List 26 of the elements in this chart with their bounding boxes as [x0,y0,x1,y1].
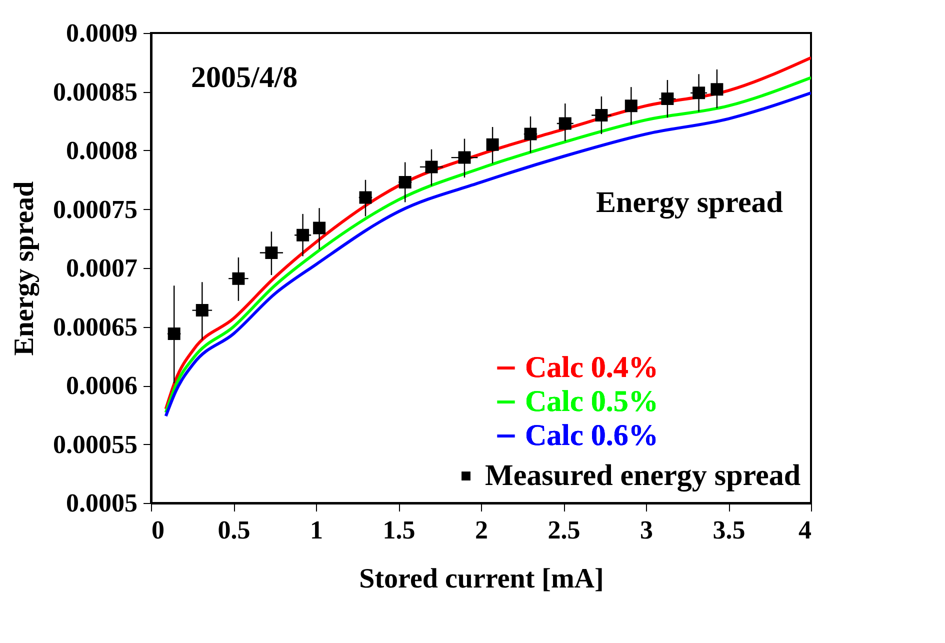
y-tick-label: 0.00065 [53,312,138,342]
legend-label: Calc 0.6% [525,419,658,452]
y-tick-label: 0.00075 [53,194,138,224]
y-tick-label: 0.0006 [66,371,138,400]
y-tick-label: 0.0007 [66,254,138,282]
x-tick-label: 1 [310,516,323,544]
y-tick-label: 0.0009 [66,18,138,48]
x-tick-label: 3 [640,516,653,544]
y-tick-label: 0.00085 [53,77,138,106]
x-tick-label: 0 [152,516,164,544]
x-tick-label: 2 [475,516,488,544]
legend-label: Calc 0.5% [525,385,658,418]
legend-label: Measured energy spread [485,459,801,492]
y-tick-label: 0.0008 [66,136,138,165]
annotation: Energy spread [596,186,784,219]
y-axis-title: Energy spread [9,180,40,356]
x-tick-label: 1.5 [382,516,416,544]
x-tick-label: 4 [798,516,812,544]
x-tick-label: 0.5 [218,516,250,544]
annotation: 2005/4/8 [191,61,298,94]
x-tick-label: 2.5 [548,516,580,544]
y-tick-label: 0.0005 [66,488,138,518]
x-tick-label: 3.5 [712,516,746,544]
legend-label: Calc 0.4% [525,351,658,384]
y-tick-label: 0.00055 [53,430,138,459]
x-axis-title: Stored current [mA] [359,564,604,594]
